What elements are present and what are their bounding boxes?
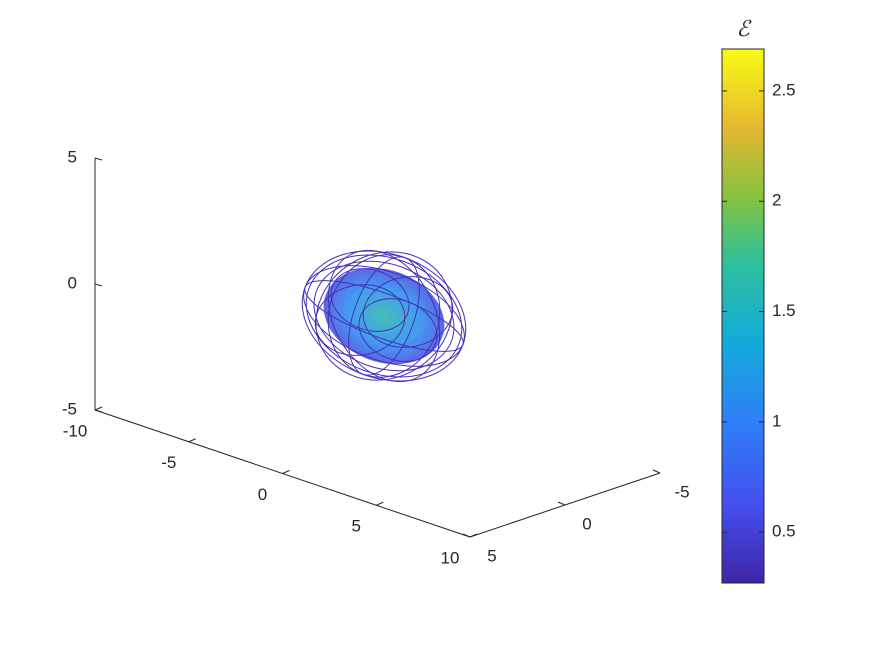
- x-tick-label: 10: [441, 548, 460, 567]
- y-tick: [652, 469, 661, 474]
- z-tick-label: -5: [62, 399, 77, 418]
- x-tick-label: -5: [161, 453, 176, 472]
- colorbar: [721, 48, 765, 584]
- ellipsoid-wireframe: [301, 249, 467, 383]
- z-tick: [94, 283, 103, 287]
- x-tick-label: 0: [258, 485, 267, 504]
- x-tick: [469, 533, 478, 538]
- x-tick: [376, 501, 384, 506]
- y-tick-label: -5: [674, 482, 689, 501]
- y-tick: [462, 533, 471, 538]
- colorbar-tick-label: 1: [772, 411, 781, 430]
- colorbar-label: ℰ: [736, 16, 752, 41]
- z-tick-label: 5: [68, 147, 77, 166]
- x-tick-label: 5: [352, 517, 361, 536]
- y-tick-label: 5: [487, 546, 496, 565]
- z-tick: [94, 157, 103, 161]
- x-tick: [94, 406, 103, 411]
- y-tick: [557, 501, 566, 506]
- colorbar-tick-label: 2: [772, 191, 781, 210]
- z-tick-label: 0: [68, 273, 77, 292]
- colorbar-tick-label: 2.5: [772, 80, 796, 99]
- z-tick: [94, 409, 103, 413]
- y-tick-label: 0: [582, 514, 591, 533]
- colorbar-tick-label: 0.5: [772, 522, 796, 541]
- x-tick: [188, 438, 196, 443]
- x-tick-label: -10: [63, 421, 88, 440]
- colorbar-tick-label: 1.5: [772, 301, 796, 320]
- x-tick: [282, 470, 290, 474]
